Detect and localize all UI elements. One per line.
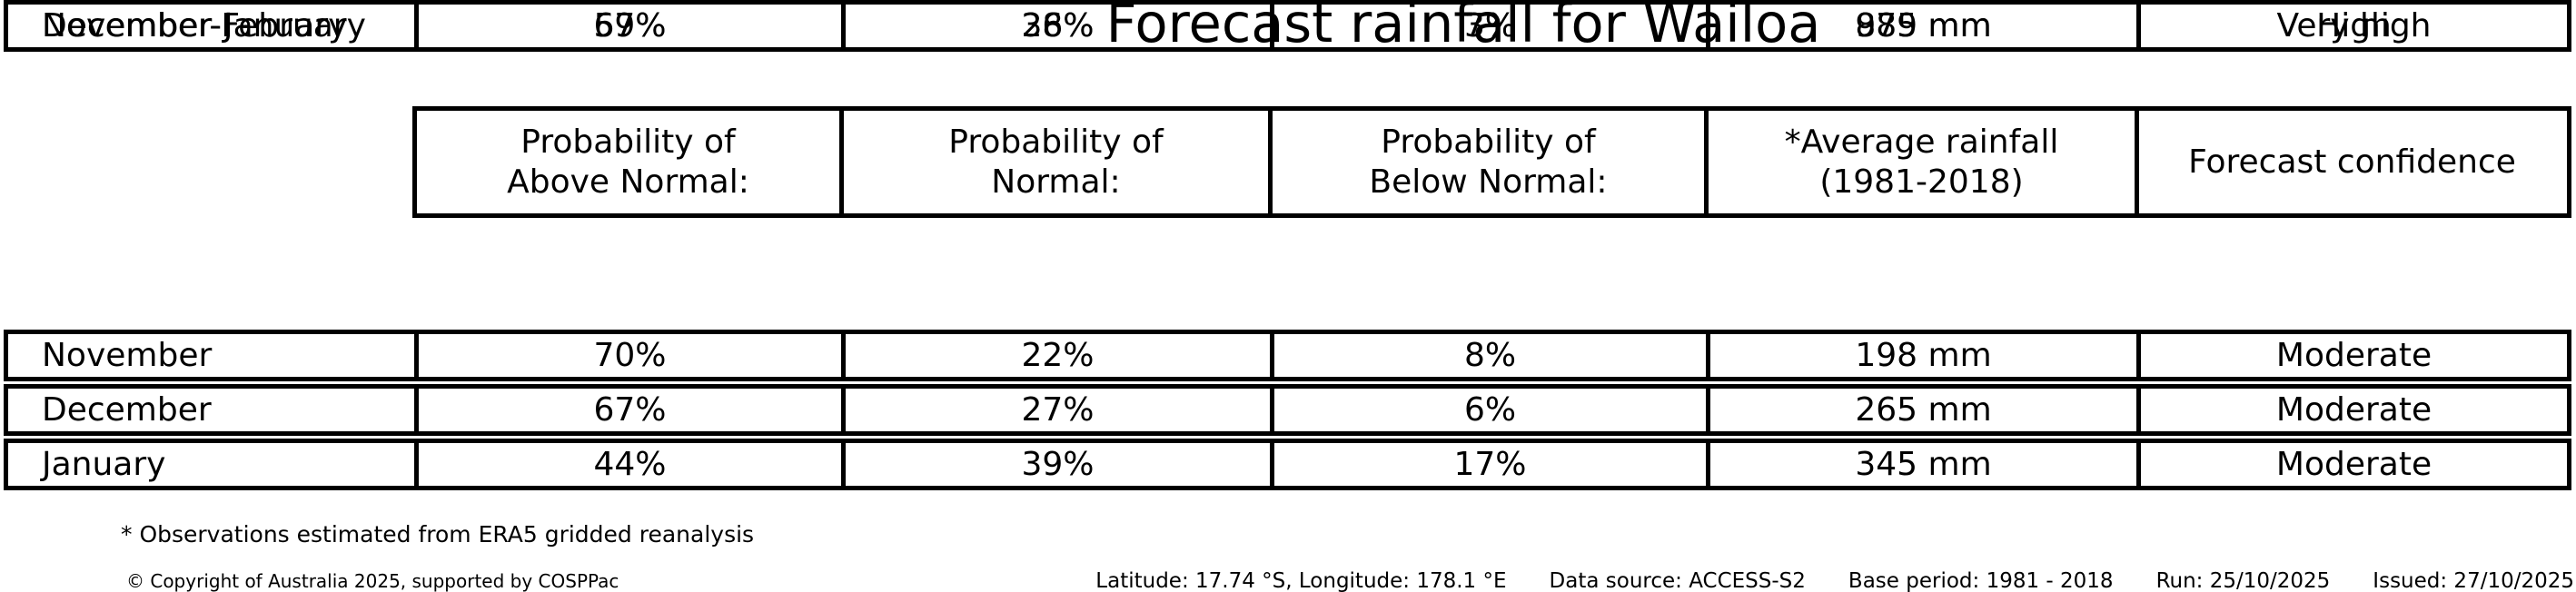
column-header-forecast-confidence: Forecast confidence	[2135, 111, 2565, 213]
info-data-source: Data source: ACCESS-S2	[1549, 569, 1806, 592]
header-line: (1981-2018)	[1819, 163, 2024, 201]
cell-prob-above: 69%	[414, 5, 841, 47]
cell-prob-above: 57%	[414, 5, 841, 47]
cell-average-rainfall: 265 mm	[1706, 389, 2136, 431]
column-header-average-rainfall: *Average rainfall (1981-2018)	[1704, 111, 2135, 213]
era5-footnote: * Observations estimated from ERA5 gridd…	[121, 521, 755, 548]
header-line: Forecast confidence	[2188, 143, 2516, 181]
info-run-date: Run: 25/10/2025	[2155, 569, 2331, 592]
cell-average-rainfall: 979 mm	[1706, 5, 2136, 47]
column-header-above-normal: Probability of Above Normal:	[417, 111, 839, 213]
cell-average-rainfall: 345 mm	[1706, 443, 2136, 486]
header-line: Above Normal:	[507, 163, 749, 201]
header-line: Normal:	[991, 163, 1121, 201]
cell-forecast-confidence: Moderate	[2136, 443, 2567, 486]
cell-average-rainfall: 198 mm	[1706, 334, 2136, 377]
cell-forecast-confidence: Moderate	[2136, 334, 2567, 377]
cell-prob-below: 6%	[1270, 389, 1706, 431]
row-label: December	[42, 390, 212, 429]
copyright-notice: © Copyright of Australia 2025, supported…	[126, 570, 619, 592]
cell-prob-above: 67%	[414, 389, 841, 431]
table-row-january: January 44% 39% 17% 345 mm Moderate	[4, 439, 2571, 490]
cell-prob-normal: 28%	[841, 5, 1270, 47]
cell-prob-normal: 22%	[841, 334, 1270, 377]
cell-forecast-confidence: Moderate	[2136, 389, 2567, 431]
cell-prob-below: 17%	[1270, 443, 1706, 486]
table-row-november: November 70% 22% 8% 198 mm Moderate	[4, 330, 2571, 381]
page-title: Forecast rainfall for Wailoa	[1105, 0, 1821, 54]
header-line: Probability of	[1381, 123, 1596, 161]
cell-prob-below: 7%	[1270, 5, 1706, 47]
cell-prob-above: 70%	[414, 334, 841, 377]
cell-forecast-confidence: Very high	[2136, 5, 2567, 47]
header-line: *Average rainfall	[1784, 123, 2059, 161]
info-latitude-longitude: Latitude: 17.74 °S, Longitude: 178.1 °E	[1095, 569, 1507, 592]
cell-forecast-confidence: High	[2136, 5, 2567, 47]
header-line: Below Normal:	[1369, 163, 1608, 201]
cell-prob-normal: 27%	[841, 389, 1270, 431]
row-label: November	[42, 336, 213, 374]
row-label: January	[42, 445, 166, 483]
cell-prob-below: 8%	[1270, 334, 1706, 377]
cell-prob-normal: 39%	[841, 443, 1270, 486]
column-header-below-normal: Probability of Below Normal:	[1268, 111, 1704, 213]
row-label: December-February	[42, 6, 366, 44]
header-line: Probability of	[948, 123, 1164, 161]
header-line: Probability of	[520, 123, 736, 161]
cell-prob-normal: 36%	[841, 5, 1270, 47]
info-issued-date: Issued: 27/10/2025	[2373, 569, 2574, 592]
table-header-row: Probability of Above Normal: Probability…	[412, 106, 2571, 218]
table-row-december-february: December-February 57% 36% 7% 979 mm High	[4, 0, 2571, 52]
row-label: November-January	[42, 6, 348, 44]
cell-prob-above: 44%	[414, 443, 841, 486]
metadata-info-line: Latitude: 17.74 °S, Longitude: 178.1 °E …	[1095, 571, 2574, 592]
column-header-normal: Probability of Normal:	[839, 111, 1268, 213]
info-base-period: Base period: 1981 - 2018	[1848, 569, 2114, 592]
table-row-december: December 67% 27% 6% 265 mm Moderate	[4, 384, 2571, 436]
